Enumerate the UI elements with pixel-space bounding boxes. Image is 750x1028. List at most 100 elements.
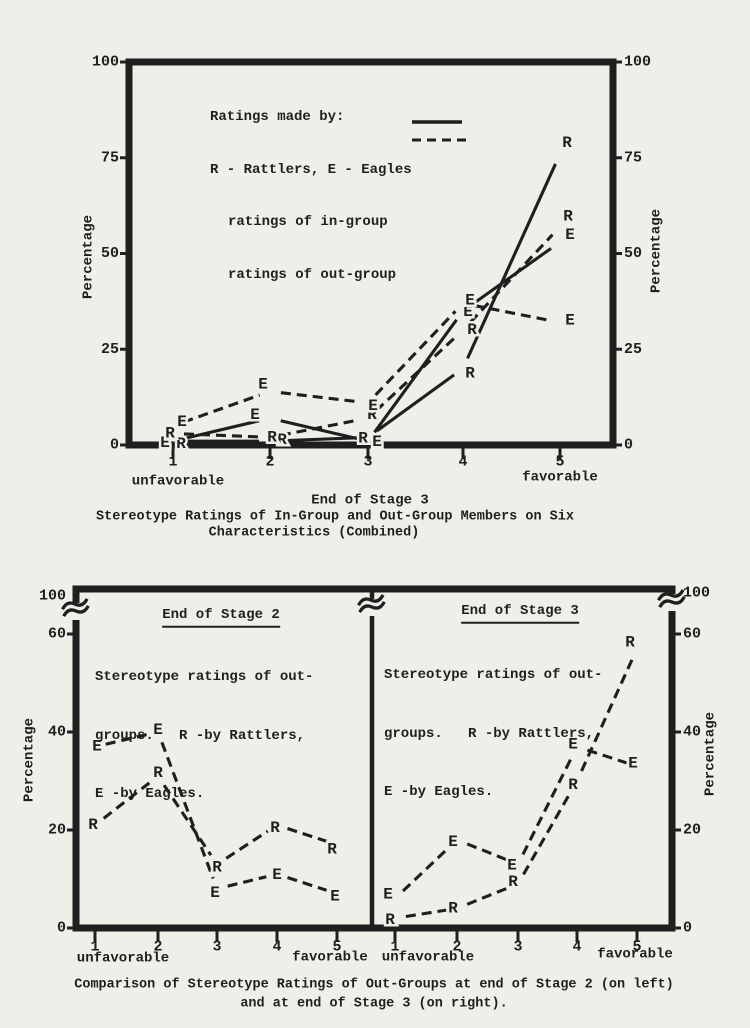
series-segment <box>280 436 358 443</box>
marker-letter-R: R <box>327 841 337 859</box>
figure2-right-x-left-label: unfavorable <box>381 949 475 966</box>
y-tick-label: 100 <box>624 54 651 71</box>
legend-codes: R - Rattlers, E - Eagles <box>210 161 412 178</box>
series-segment <box>280 391 358 404</box>
marker-letter-E: E <box>258 375 268 393</box>
marker-letter-E: E <box>153 721 163 739</box>
x-tick-label: 1 <box>168 454 177 471</box>
x-tick-label: 2 <box>153 939 162 956</box>
series-segment <box>521 755 574 856</box>
figure1-x-right-label: favorable <box>522 469 598 486</box>
x-tick-label: 5 <box>332 939 341 956</box>
x-tick-label: 3 <box>212 939 221 956</box>
marker-letter-R: R <box>165 425 175 443</box>
y-tick-label: 75 <box>624 149 642 166</box>
figure1-caption-line2: Characteristics (Combined) <box>208 525 420 541</box>
series-segment <box>469 233 554 324</box>
marker-letter-E: E <box>177 413 187 431</box>
marker-letter-E: E <box>210 884 220 902</box>
figure2-left-note: Stereotype ratings of out- groups. R -by… <box>95 629 313 844</box>
y-tick-label: 40 <box>683 724 701 741</box>
figure2-left-panel-title: End of Stage 2 <box>162 607 280 628</box>
figure2-right-panel-title: End of Stage 3 <box>461 603 579 624</box>
axis-break-mark <box>61 598 89 611</box>
legend-heading: Ratings made by: <box>210 109 345 125</box>
x-tick-label: 3 <box>513 939 522 956</box>
marker-letter-E: E <box>565 226 575 244</box>
marker-letter-E: E <box>465 291 475 309</box>
marker-letter-R: R <box>385 911 395 929</box>
series-segment <box>401 846 451 893</box>
figure1-stage-label: End of Stage 3 <box>311 492 429 509</box>
marker-letter-E: E <box>368 397 378 415</box>
y-tick-label: 50 <box>624 245 642 262</box>
series-segment <box>405 908 447 919</box>
marker-letter-E: E <box>628 754 638 772</box>
x-tick-label: 3 <box>363 454 372 471</box>
series-segment <box>375 336 456 412</box>
marker-letter-E: E <box>92 738 102 756</box>
figure2-right-note-line2: groups. R -by Rattlers, <box>384 725 595 742</box>
marker-letter-E: E <box>330 888 340 906</box>
series-segment <box>183 419 260 441</box>
figure2-right-note: Stereotype ratings of out- groups. R -by… <box>384 627 602 842</box>
marker-letter-R: R <box>176 435 186 453</box>
series-segment <box>280 418 358 437</box>
y-tick-label: 75 <box>101 149 119 166</box>
figure2-caption-line2: and at end of Stage 3 (on right). <box>240 996 508 1012</box>
marker-letter-E: E <box>463 303 473 321</box>
y-tick-label: 25 <box>624 341 642 358</box>
marker-letter-R: R <box>88 816 98 834</box>
marker-letter-E: E <box>160 434 170 452</box>
marker-letter-R: R <box>212 858 222 876</box>
axis-break-mark <box>658 596 686 608</box>
legend-dashed-label: ratings of out-group <box>228 266 397 283</box>
marker-letter-E: E <box>568 736 578 754</box>
series-segment <box>183 432 260 439</box>
marker-letter-R: R <box>448 899 458 917</box>
y-tick-label: 40 <box>48 724 66 741</box>
series-segment <box>473 303 550 322</box>
series-segment <box>586 748 628 765</box>
y-tick-label: 0 <box>624 437 633 454</box>
series-segment <box>466 163 557 360</box>
y-tick-label: 25 <box>101 341 119 358</box>
series-segment <box>375 373 456 433</box>
series-segment <box>102 781 151 820</box>
figure2-left-x-left-label: unfavorable <box>76 950 170 967</box>
marker-letter-R: R <box>270 819 280 837</box>
marker-letter-R: R <box>367 406 377 424</box>
figure2-right-note-line1: Stereotype ratings of out- <box>384 667 603 683</box>
marker-letter-E: E <box>448 833 458 851</box>
figure1-legend: Ratings made by: R - Rattlers, E - Eagle… <box>210 74 412 319</box>
x-tick-label: 5 <box>555 454 564 471</box>
x-tick-label: 1 <box>90 939 99 956</box>
x-tick-label: 4 <box>458 454 467 471</box>
marker-letter-E: E <box>272 866 282 884</box>
y-tick-label: 100 <box>39 588 66 605</box>
series-segment <box>471 247 552 306</box>
series-segment <box>227 875 267 888</box>
figure2-right-x-right-label: favorable <box>597 946 673 963</box>
marker-letter-E: E <box>565 311 575 329</box>
x-tick-label: 2 <box>452 939 461 956</box>
x-tick-label: 4 <box>572 939 581 956</box>
y-tick-label: 50 <box>101 245 119 262</box>
y-tick-label: 100 <box>683 585 710 602</box>
y-tick-label: 60 <box>48 626 66 643</box>
y-tick-label: 20 <box>48 822 66 839</box>
marker-letter-R: R <box>625 634 635 652</box>
marker-letter-E: E <box>372 433 382 451</box>
series-segment <box>105 732 148 746</box>
figure2-ylabel-right: Percentage <box>702 711 719 797</box>
axis-break-mark <box>62 605 90 617</box>
marker-letter-E: E <box>507 856 517 874</box>
y-tick-label: 0 <box>57 920 66 937</box>
legend-solid-label: ratings of in-group <box>228 214 388 230</box>
marker-letter-R: R <box>153 764 163 782</box>
x-tick-label: 5 <box>632 939 641 956</box>
y-tick-label: 100 <box>92 54 119 71</box>
marker-letter-R: R <box>562 134 572 152</box>
